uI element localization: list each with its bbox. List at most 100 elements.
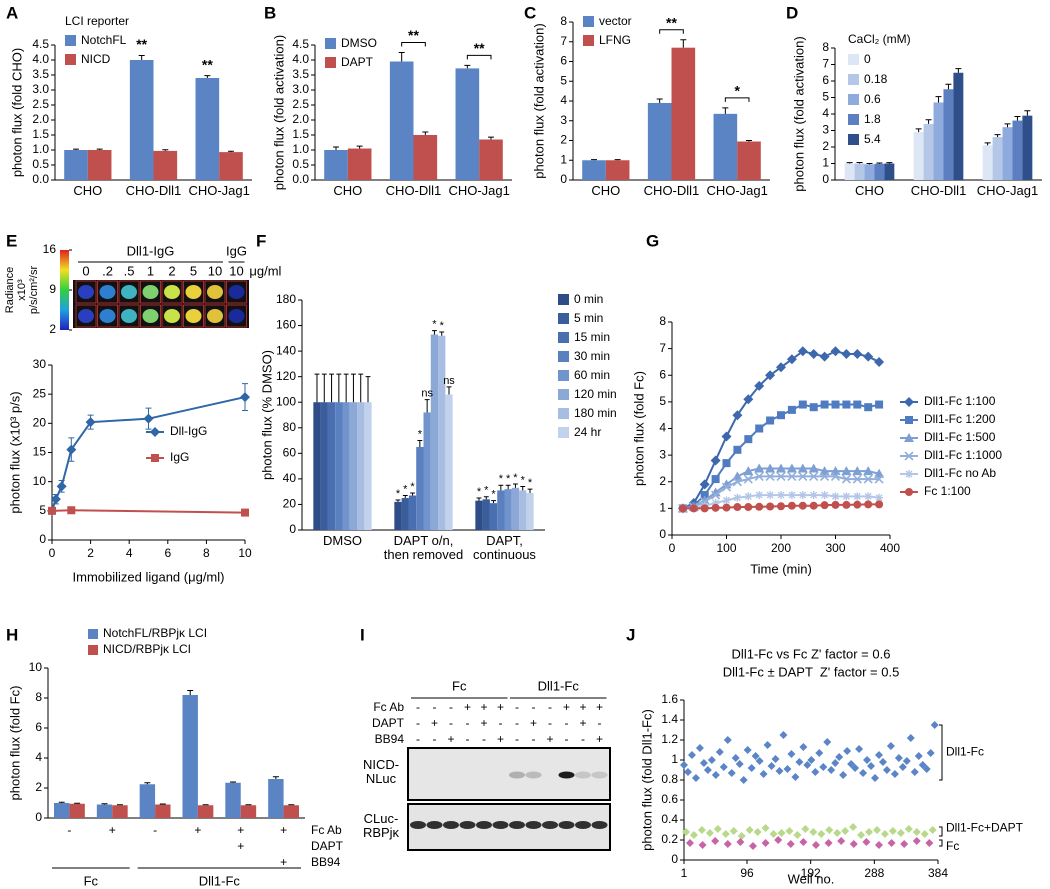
treatment-sign: -: [416, 700, 420, 714]
y-tick-label: 1.5: [32, 127, 49, 141]
y-tick-label: 2: [35, 780, 42, 794]
legend-marker: [905, 488, 913, 496]
treatment-name: Fc Ab: [311, 823, 342, 837]
y-axis-label: photon flux (% DMSO): [259, 350, 274, 480]
error-bar: [925, 119, 932, 124]
y-tick-label: 0: [822, 172, 829, 186]
data-point: [886, 742, 895, 750]
data-point: [853, 500, 862, 509]
panel-letter: A: [6, 3, 18, 22]
data-point: [723, 840, 732, 848]
data-point: [803, 761, 812, 769]
data-point: [808, 463, 819, 473]
data-point: [766, 491, 775, 500]
annotation: *: [499, 473, 504, 485]
y-tick-label: 3.5: [32, 67, 49, 81]
well-signal: [99, 309, 116, 323]
blot-band: [410, 821, 426, 829]
data-point: [700, 504, 709, 513]
bar: [511, 487, 520, 530]
legend-label: 60 min: [574, 368, 610, 382]
treatment-sign: +: [280, 823, 287, 837]
series-line: [51, 509, 246, 514]
data-point: [707, 756, 716, 764]
data-point: [820, 501, 829, 510]
data-point: [732, 410, 743, 421]
error-bar: [333, 146, 340, 150]
error-bar: [722, 107, 729, 114]
bar: [182, 695, 198, 818]
blot-band: [509, 771, 525, 779]
data-point: [765, 463, 776, 473]
x-axis-label: Time (min): [750, 561, 812, 576]
y-axis-label: photon flux (fold activation): [791, 36, 806, 191]
data-point: [859, 769, 868, 777]
data-point: [722, 503, 731, 512]
y-tick-label: 1.0: [292, 142, 309, 156]
data-point: [735, 760, 744, 768]
error-bar: [656, 98, 663, 103]
legend-label: 0 min: [574, 292, 603, 306]
treatment-sign: -: [515, 732, 519, 746]
data-point: [698, 841, 707, 849]
legend-label: Dll1-Fc 1:500: [924, 430, 996, 444]
x-tick-label-box: CHO-Dll1: [126, 184, 182, 198]
bar: [455, 68, 480, 180]
data-point: [66, 444, 77, 455]
legend-label: Dll1-Fc 1:200: [924, 412, 996, 426]
legend-swatch: [558, 351, 569, 362]
error-bar: [162, 149, 169, 151]
data-point: [799, 838, 808, 846]
x-tick-label-box: CHO: [855, 184, 884, 198]
error-bar: [230, 781, 237, 783]
concentration-unit: μg/ml: [249, 263, 281, 278]
error-bar: [227, 150, 234, 153]
data-point: [841, 348, 852, 359]
bar: [1002, 127, 1013, 180]
x-tick-label-box: CHO-Dll1: [644, 184, 700, 198]
error-bar: [491, 500, 496, 504]
y-tick-label: 5: [822, 90, 829, 104]
legend-swatch: [558, 332, 569, 343]
data-point: [902, 757, 911, 765]
data-point: [900, 840, 909, 848]
bar: [389, 61, 414, 180]
data-point: [743, 394, 754, 405]
bar: [112, 805, 128, 818]
data-point: [863, 474, 873, 484]
bar: [357, 402, 365, 530]
y-tick-label: 4: [822, 106, 829, 120]
legend-label: NotchFL/RBPjκ LCI: [103, 626, 207, 640]
error-bar: [365, 376, 371, 403]
annotation: *: [513, 472, 518, 484]
error-bar: [505, 484, 511, 490]
data-point: [890, 770, 899, 778]
data-point: [727, 769, 736, 777]
colorbar-title: p/s/cm²/sr: [28, 266, 40, 315]
error-bar: [417, 440, 423, 447]
data-point: [798, 491, 807, 500]
error-bar: [1004, 123, 1011, 128]
data-point: [906, 734, 915, 742]
y-tick-label: 6: [659, 367, 666, 381]
data-point: [820, 400, 829, 409]
legend-label: NICD/RBPjκ LCI: [103, 642, 191, 656]
legend-swatch: [558, 408, 569, 419]
data-point: [830, 346, 841, 357]
bar: [854, 163, 865, 180]
error-bar: [915, 128, 922, 133]
x-tick-label-box: CHO-Dll1: [911, 184, 967, 198]
bar: [992, 137, 1003, 180]
x-tick-label: 0: [49, 546, 56, 560]
treatment-sign: +: [579, 700, 586, 714]
data-point: [748, 842, 757, 850]
legend-label: 5 min: [574, 311, 603, 325]
blot-row-label: NICD-NLuc: [362, 758, 400, 786]
panel-letter: H: [6, 625, 18, 644]
well-frame: [75, 280, 97, 304]
image-background: [73, 280, 249, 328]
blot-band: [426, 821, 443, 829]
legend-marker: [904, 451, 914, 461]
legend-label: DMSO: [341, 36, 377, 50]
treatment-sign: -: [466, 732, 470, 746]
